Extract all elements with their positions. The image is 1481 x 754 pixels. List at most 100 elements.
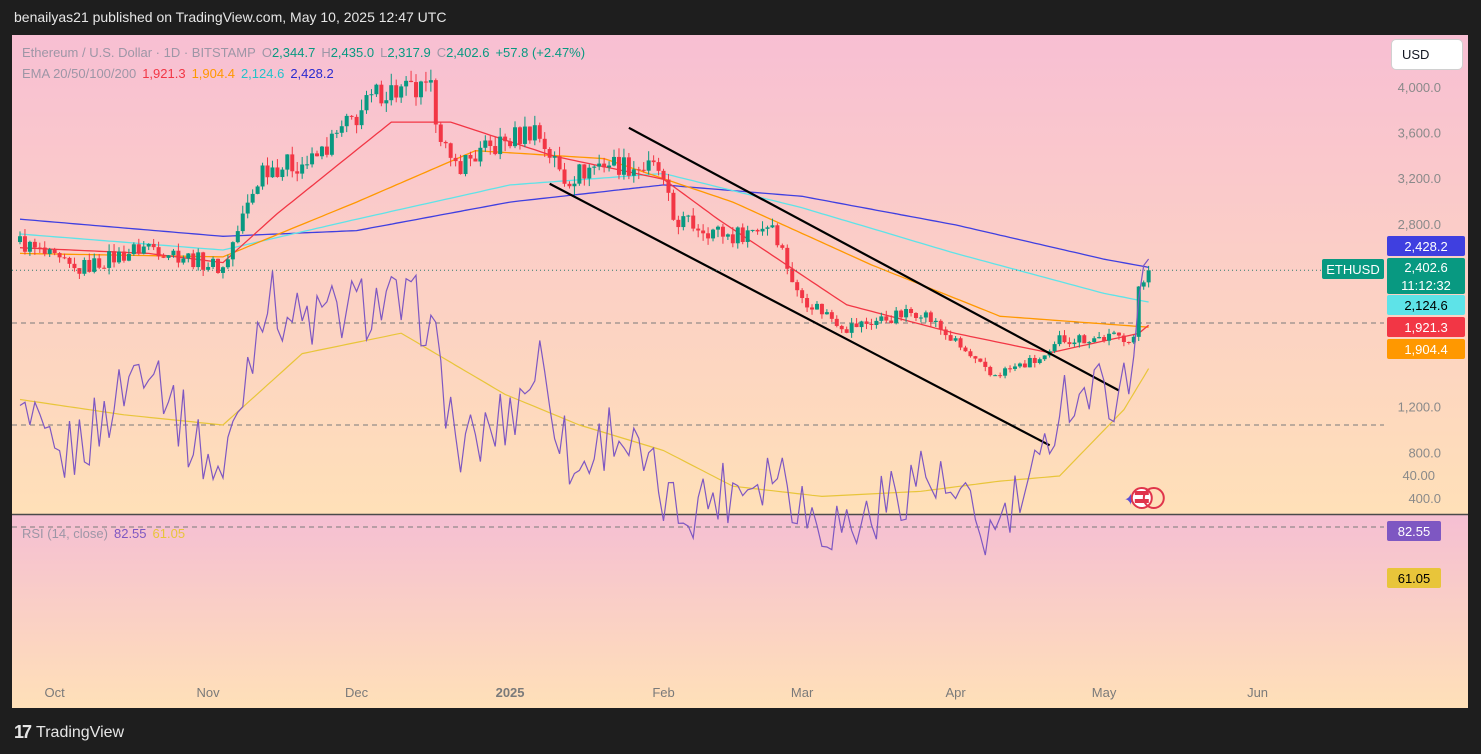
price-axis[interactable]: 4,000.0 3,600.0 3,200.0 2,800.0 1,200.0 800.0… xyxy=(1398,80,1441,506)
candle-body xyxy=(166,255,171,258)
time-axis[interactable]: Oct Nov Dec 2025 Feb Mar Apr May Jun xyxy=(45,685,1268,700)
candle-body xyxy=(230,242,235,260)
candle-body xyxy=(77,268,82,274)
candle-body xyxy=(235,231,240,243)
candle-body xyxy=(849,323,854,333)
candle-body xyxy=(711,229,716,239)
candle-body xyxy=(295,171,300,174)
candle-body xyxy=(552,156,557,158)
candle-body xyxy=(220,267,225,273)
candle-body xyxy=(453,157,458,162)
candle-body xyxy=(1092,338,1097,343)
candle-body xyxy=(196,252,201,268)
brand-name: TradingView xyxy=(36,723,125,741)
candle-body xyxy=(18,236,22,243)
ema20-price-badge-bg xyxy=(1387,317,1465,337)
ema200-price-badge-bg xyxy=(1387,236,1465,256)
time-axis-label: 2025 xyxy=(496,685,525,700)
candle-body xyxy=(567,183,572,187)
price-tick-label: 400.0 xyxy=(1408,491,1441,506)
candle-body xyxy=(874,320,879,325)
candle-body xyxy=(478,147,483,162)
rsi-ma-badge: 61.05 xyxy=(1398,571,1431,586)
candle-body xyxy=(532,125,537,141)
chart-frame[interactable]: 4,000.0 3,600.0 3,200.0 2,800.0 1,200.0 800.0… xyxy=(12,35,1468,708)
candle-body xyxy=(517,127,522,144)
ema50-line xyxy=(19,150,1149,328)
candle-body xyxy=(909,308,914,313)
event-ring-icon xyxy=(1142,487,1165,509)
low-label: L xyxy=(380,45,388,60)
candle-body xyxy=(968,351,973,357)
ema200-line xyxy=(19,184,1149,269)
event-markers[interactable]: ✦ xyxy=(1124,487,1165,509)
candle-body xyxy=(141,246,146,254)
candle-body xyxy=(1116,332,1121,336)
price-tick-label: 800.0 xyxy=(1408,445,1441,460)
candle-body xyxy=(715,226,720,230)
candle-body xyxy=(62,257,67,259)
channel-trendline[interactable] xyxy=(628,126,1120,392)
candle-body xyxy=(438,124,443,142)
candle-body xyxy=(211,258,216,267)
candle-body xyxy=(67,257,72,264)
channel-trendline[interactable] xyxy=(549,182,1051,447)
open-value: 2,344.7 xyxy=(271,45,316,60)
candle-body xyxy=(1042,355,1047,360)
symbol-title[interactable]: Ethereum / U.S. Dollar · 1D · BITSTAMP xyxy=(22,45,256,60)
candle-body xyxy=(547,149,552,158)
flag-stripe xyxy=(1134,491,1149,495)
legend-ema: EMA 20/50/100/200 1,921.3 1,904.4 2,124.6 2,… xyxy=(22,66,340,81)
candle-body xyxy=(107,251,112,268)
candle-body xyxy=(824,312,829,315)
currency-button[interactable]: USD xyxy=(1391,39,1463,70)
candle-body xyxy=(631,169,636,176)
high-label: H xyxy=(321,45,331,60)
candle-body xyxy=(1082,335,1087,344)
candle-body xyxy=(795,282,800,291)
candle-body xyxy=(216,258,221,273)
ema-label[interactable]: EMA 20/50/100/200 xyxy=(22,66,137,81)
candle-body xyxy=(389,85,394,101)
time-axis-label: Jun xyxy=(1247,685,1268,700)
legend-rsi: RSI (14, close) 82.55 61.05 xyxy=(22,526,191,541)
ema100-price-badge: 2,124.6 xyxy=(1404,298,1447,313)
candle-body xyxy=(280,169,285,178)
rsi-value: 82.55 xyxy=(113,526,147,541)
candle-body xyxy=(775,225,780,246)
candle-body xyxy=(696,228,701,231)
candle-body xyxy=(1107,333,1112,341)
candle-body xyxy=(151,243,156,248)
ema20-line xyxy=(19,121,1150,354)
candle-body xyxy=(181,258,186,263)
candle-body xyxy=(810,307,815,310)
last-price-badge: 2,402.6 xyxy=(1404,260,1447,275)
time-axis-label: Nov xyxy=(197,685,221,700)
candle-body xyxy=(889,320,894,324)
candle-body xyxy=(1087,342,1092,344)
candle-body xyxy=(1012,366,1017,369)
candle-body xyxy=(404,80,409,87)
footer-brand[interactable]: 17 TradingView xyxy=(14,722,124,743)
trendlines[interactable] xyxy=(549,126,1120,447)
candle-body xyxy=(488,140,493,147)
rsi-label[interactable]: RSI (14, close) xyxy=(22,526,108,541)
candle-body xyxy=(973,356,978,359)
candle-body xyxy=(32,241,37,248)
candle-body xyxy=(522,126,527,144)
price-badges: 2,428.2 2,402.6 11:12:32 ETHUSD 2,124.6 1,921… xyxy=(1322,236,1465,588)
candle-body xyxy=(1037,359,1042,363)
candle-body xyxy=(1111,332,1116,334)
candle-body xyxy=(1136,286,1141,337)
candle-body xyxy=(369,94,374,96)
candle-body xyxy=(161,256,166,258)
candle-body xyxy=(349,115,354,117)
candle-body xyxy=(725,234,730,237)
candle-body xyxy=(651,160,656,163)
candles xyxy=(18,69,1151,379)
candle-body xyxy=(785,247,790,269)
price-tick-label: 1,200.0 xyxy=(1398,400,1441,415)
candle-body xyxy=(374,84,379,95)
chart-svg[interactable]: 4,000.0 3,600.0 3,200.0 2,800.0 1,200.0 800.0… xyxy=(12,35,1468,708)
candle-body xyxy=(760,228,765,232)
